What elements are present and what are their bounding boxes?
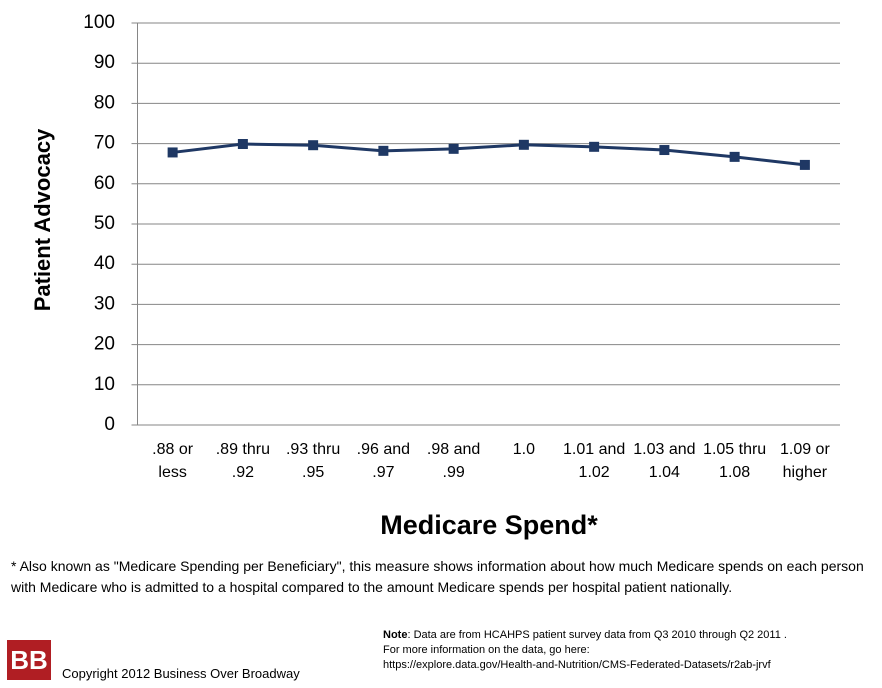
x-axis-label: Medicare Spend* <box>380 510 598 540</box>
logo: BB <box>7 640 51 680</box>
marker <box>237 139 248 150</box>
y-tick-label: 0 <box>104 414 115 435</box>
logo-box <box>7 640 51 680</box>
x-tick-label: 1.03 and 1.04 <box>633 441 696 481</box>
y-tick-label: 100 <box>83 12 115 33</box>
footnote: * Also known as "Medicare Spending per B… <box>11 558 864 595</box>
x-tick-label: 1.01 and 1.02 <box>562 441 626 481</box>
note-url: https://explore.data.gov/Health-and-Nutr… <box>383 659 771 671</box>
x-tick-label: .96 and .97 <box>356 441 411 481</box>
series-line <box>172 142 806 167</box>
x-tick-label: .93 thru .95 <box>285 441 341 481</box>
marker <box>659 145 670 156</box>
marker <box>518 139 529 150</box>
copyright: Copyright 2012 Business Over Broadway <box>62 666 300 681</box>
x-tick-label: .88 or less <box>152 441 194 481</box>
y-tick-label: 90 <box>94 52 115 73</box>
x-tick-label: 1.0 <box>512 441 535 458</box>
note: Note: Data are from HCAHPS patient surve… <box>383 628 787 673</box>
note-more: For more information on the data, go her… <box>383 644 590 656</box>
marker <box>308 140 319 151</box>
y-tick-label: 80 <box>94 92 115 113</box>
marker <box>448 143 459 154</box>
x-tick-label: .98 and .99 <box>426 441 481 481</box>
x-tick-label: .89 thru .92 <box>215 441 270 481</box>
y-tick-label: 50 <box>94 213 115 234</box>
y-tick-label: 60 <box>94 173 115 194</box>
x-tick-label: 1.05 thru 1.08 <box>703 441 767 481</box>
marker <box>729 151 740 162</box>
y-tick-label: 40 <box>94 253 115 274</box>
y-tick-label: 30 <box>94 293 115 314</box>
logo-text: BB <box>10 645 48 675</box>
x-tick-label: 1.09 or higher <box>779 441 830 481</box>
y-axis-label: Patient Advocacy <box>30 128 55 311</box>
note-label: Note <box>383 629 408 641</box>
marker <box>799 159 810 170</box>
y-tick-label: 70 <box>94 133 115 154</box>
marker <box>589 141 600 152</box>
marker <box>378 145 389 156</box>
note-text: : Data are from HCAHPS patient survey da… <box>407 629 787 641</box>
y-tick-label: 20 <box>94 334 115 355</box>
y-tick-label: 10 <box>94 374 115 395</box>
marker <box>167 147 178 158</box>
